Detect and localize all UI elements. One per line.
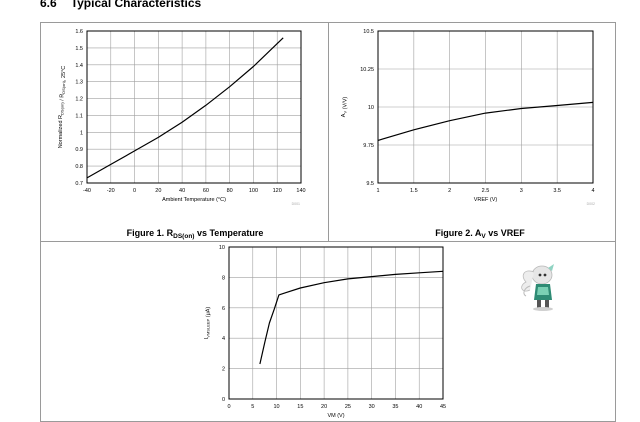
y-tick-label: 1.5 <box>75 46 83 52</box>
y-tick-label: 10 <box>219 245 225 251</box>
figure-note: D002 <box>587 202 595 206</box>
series-line <box>259 270 444 365</box>
x-tick-label: 20 <box>321 404 327 410</box>
plot-frame <box>86 30 302 184</box>
figure-1-caption: Figure 1. RDS(on) vs Temperature <box>90 228 300 240</box>
x-tick-label: 0 <box>133 188 136 194</box>
y-tick-label: 10.5 <box>363 29 374 35</box>
y-tick-label: 10.25 <box>360 67 374 73</box>
x-tick-label: 1 <box>376 188 379 194</box>
figure-2-caption: Figure 2. AV vs VREF <box>380 228 580 240</box>
y-tick-label: 4 <box>222 336 225 342</box>
x-tick-label: 140 <box>296 188 305 194</box>
figure-2-caption-sub: V <box>481 233 486 240</box>
x-tick-label: 120 <box>273 188 282 194</box>
x-tick-label: 3.5 <box>553 188 561 194</box>
y-tick-label: 1.1 <box>75 113 83 119</box>
y-axis-label: Normalized RDS(on) / RDS(on), 25°C <box>58 66 67 149</box>
chart-2-group: 1 1.5 2 2.5 3 3.5 4 9.5 9.75 10 10.25 10.5 VREF (V) A… <box>341 29 595 206</box>
x-tick-label: 15 <box>297 404 303 410</box>
y-tick-label: 9.75 <box>363 143 374 149</box>
y-tick-label: 1.6 <box>75 29 83 35</box>
x-axis-label: VM (V) <box>327 413 344 419</box>
x-tick-label: 25 <box>345 404 351 410</box>
y-tick-label: 8 <box>222 275 225 281</box>
chart-3-group: 0 5 10 15 20 25 30 35 40 45 0 2 4 6 8 10 VM (V) IVMSLEEP … <box>204 245 446 419</box>
x-tick-label: 35 <box>392 404 398 410</box>
y-axis-label: AV (V/V) <box>341 97 349 118</box>
x-tick-label: 2.5 <box>482 188 490 194</box>
section-title: 6.6 Typical Characteristics <box>40 0 201 10</box>
x-axis-label: Ambient Temperature (°C) <box>162 197 226 203</box>
series-line <box>86 37 284 179</box>
plot-frame <box>228 246 444 400</box>
x-tick-label: 2 <box>448 188 451 194</box>
figure-divider-vertical <box>328 22 329 242</box>
y-tick-label: 6 <box>222 306 225 312</box>
section-number: 6.6 <box>40 0 57 10</box>
x-tick-label: 1.5 <box>410 188 418 194</box>
x-tick-label: 40 <box>179 188 185 194</box>
y-tick-label: 0.9 <box>75 147 83 153</box>
x-tick-label: 0 <box>227 404 230 410</box>
x-tick-label: 40 <box>416 404 422 410</box>
y-tick-label: 1.3 <box>75 80 83 86</box>
section-title-text: Typical Characteristics <box>70 0 202 10</box>
x-tick-label: 45 <box>440 404 446 410</box>
x-tick-label: 4 <box>591 188 594 194</box>
y-tick-label: 0 <box>222 397 225 403</box>
x-tick-label: -20 <box>107 188 115 194</box>
x-tick-label: 60 <box>203 188 209 194</box>
y-tick-label: 0.8 <box>75 164 83 170</box>
figure-2-caption-text: Figure 2. A <box>435 228 482 238</box>
y-tick-label: 1 <box>80 130 83 136</box>
mascot-illustration <box>521 264 554 311</box>
figure-note: D001 <box>292 202 300 206</box>
y-axis-label: IVMSLEEP (μA) <box>204 307 212 340</box>
x-tick-label: 30 <box>369 404 375 410</box>
x-tick-label: 80 <box>227 188 233 194</box>
y-tick-label: 9.5 <box>366 181 374 187</box>
y-tick-label: 2 <box>222 367 225 373</box>
x-tick-label: 20 <box>155 188 161 194</box>
x-tick-label: -40 <box>83 188 91 194</box>
plot-frame <box>377 30 594 184</box>
figure-divider-horizontal <box>40 241 616 242</box>
x-tick-label: 3 <box>520 188 523 194</box>
y-tick-label: 10 <box>368 105 374 111</box>
y-tick-label: 0.7 <box>75 181 83 187</box>
figure-1-caption-text: Figure 1. R <box>126 228 174 238</box>
figure-2-caption-rest: vs VREF <box>485 228 525 238</box>
figure-1-caption-sub: DS(on) <box>173 233 195 240</box>
x-tick-label: 5 <box>251 404 254 410</box>
y-tick-label: 1.2 <box>75 97 83 103</box>
series-line <box>377 101 594 141</box>
y-tick-label: 1.4 <box>75 63 83 69</box>
chart-1-group: -40 -20 0 20 40 60 80 100 120 140 0.7 0.8 0.9 1 1.1 1.2… <box>58 29 306 206</box>
x-axis-label: VREF (V) <box>474 197 498 203</box>
figure-1-caption-rest: vs Temperature <box>194 228 264 238</box>
x-tick-label: 10 <box>273 404 279 410</box>
x-tick-label: 100 <box>249 188 258 194</box>
